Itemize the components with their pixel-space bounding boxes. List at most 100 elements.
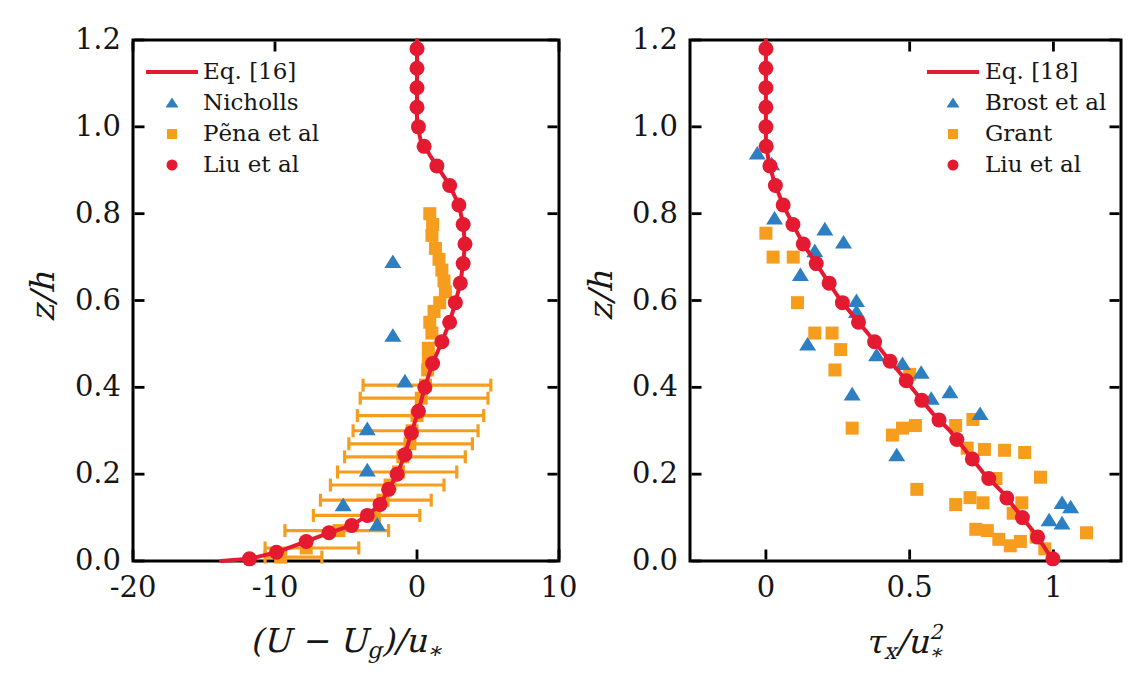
data-point-circle: [758, 100, 773, 115]
data-point-circle: [425, 356, 440, 371]
data-point-circle: [758, 80, 773, 95]
data-point-triangle: [888, 448, 905, 462]
data-point-circle: [899, 373, 914, 388]
legend-marker-triangle: [166, 98, 179, 108]
data-point-triangle: [384, 254, 401, 268]
data-point-square: [834, 343, 847, 356]
data-point-triangle: [359, 463, 376, 477]
data-point-square: [981, 524, 994, 537]
y-axis-label: z/h: [583, 271, 619, 321]
data-point-circle: [949, 432, 964, 447]
data-point-circle: [914, 393, 929, 408]
y-tick-label: 0.8: [608, 198, 678, 230]
data-point-square: [992, 533, 1005, 546]
y-tick-label: 0.4: [51, 371, 121, 403]
data-point-circle: [822, 276, 837, 291]
y-axis-label: z/h: [25, 272, 61, 322]
data-point-circle: [410, 61, 425, 76]
data-point-triangle: [816, 222, 833, 236]
data-point-circle: [299, 534, 314, 549]
data-point-circle: [410, 80, 425, 95]
data-point-circle: [453, 276, 468, 291]
data-point-square: [828, 363, 841, 376]
data-point-circle: [411, 404, 426, 419]
axes-box: [690, 40, 1121, 561]
data-point-circle: [448, 295, 463, 310]
y-tick-label: 0.0: [51, 545, 121, 577]
data-point-square: [1018, 446, 1031, 459]
data-point-triangle: [384, 328, 401, 342]
data-point-circle: [768, 178, 783, 193]
data-point-square: [909, 419, 922, 432]
data-point-circle: [404, 425, 419, 440]
y-tick-label: 1.0: [51, 111, 121, 143]
legend-label: Eq. [18]: [985, 59, 1078, 84]
data-point-square: [425, 229, 438, 242]
data-point-triangle: [766, 211, 783, 225]
data-point-square: [1034, 471, 1047, 484]
data-point-square: [976, 496, 989, 509]
y-tick-label: 1.2: [51, 24, 121, 56]
y-tick-label: 1.0: [608, 111, 678, 143]
figure: -20-100100.00.20.40.60.81.01.2(U − Ug)/u…: [0, 0, 1147, 683]
data-point-square: [964, 491, 977, 504]
data-point-circle: [344, 518, 359, 533]
legend-label: Pẽna et al: [203, 121, 319, 146]
axes-box: [133, 40, 559, 561]
data-point-square: [787, 251, 800, 264]
data-point-circle: [381, 482, 396, 497]
x-tick-label: 0.5: [887, 572, 933, 604]
data-point-circle: [417, 380, 432, 395]
y-tick-label: 1.2: [608, 24, 678, 56]
data-point-circle: [758, 119, 773, 134]
data-point-circle: [1045, 551, 1060, 566]
data-point-square: [1014, 535, 1027, 548]
data-point-circle: [457, 237, 472, 252]
data-point-circle: [883, 354, 898, 369]
y-tick-label: 0.2: [608, 458, 678, 490]
data-point-square: [826, 327, 839, 340]
data-point-triangle: [835, 235, 852, 249]
legend-marker-square: [167, 129, 177, 139]
data-point-square: [1080, 526, 1093, 539]
data-point-circle: [242, 551, 257, 566]
data-point-circle: [411, 119, 426, 134]
legend-label: Nicholls: [203, 90, 299, 115]
data-point-circle: [809, 256, 824, 271]
data-point-triangle: [396, 374, 413, 388]
model-curve: [766, 40, 1054, 561]
data-point-circle: [759, 139, 774, 154]
data-point-triangle: [1041, 513, 1058, 527]
data-point-square: [791, 296, 804, 309]
data-point-triangle: [844, 387, 861, 401]
y-tick-label: 0.8: [51, 198, 121, 230]
data-point-circle: [776, 197, 791, 212]
data-point-square: [949, 498, 962, 511]
data-point-circle: [451, 197, 466, 212]
data-point-circle: [442, 315, 457, 330]
data-point-circle: [758, 41, 773, 56]
data-point-circle: [397, 447, 412, 462]
x-tick-label: 10: [541, 572, 578, 604]
data-point-circle: [1030, 530, 1045, 545]
data-point-circle: [456, 217, 471, 232]
data-point-circle: [785, 217, 800, 232]
model-curve: [221, 40, 465, 561]
legend-label: Liu et al: [203, 152, 299, 177]
data-point-triangle: [1054, 516, 1071, 530]
data-point-circle: [965, 451, 980, 466]
left-plot: [133, 40, 559, 566]
x-tick-label: -10: [252, 572, 299, 604]
data-point-circle: [835, 295, 850, 310]
data-point-circle: [999, 491, 1014, 506]
legend-label: Grant: [985, 121, 1052, 146]
data-point-circle: [410, 41, 425, 56]
data-point-circle: [442, 178, 457, 193]
data-point-circle: [429, 158, 444, 173]
legend-marker-triangle: [947, 98, 960, 108]
data-point-square: [998, 444, 1011, 457]
y-tick-label: 0.2: [51, 458, 121, 490]
legend-label: Liu et al: [985, 152, 1081, 177]
x-tick-label: 0: [408, 572, 426, 604]
data-point-square: [759, 227, 772, 240]
